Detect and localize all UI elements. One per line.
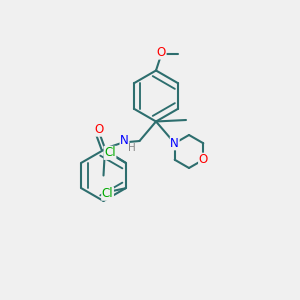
Text: O: O [199, 153, 208, 166]
Text: N: N [170, 137, 179, 150]
Text: Cl: Cl [102, 187, 113, 200]
Text: H: H [128, 143, 135, 153]
Text: O: O [157, 46, 166, 59]
Text: N: N [120, 134, 129, 148]
Text: O: O [94, 123, 103, 136]
Text: Cl: Cl [104, 146, 116, 159]
